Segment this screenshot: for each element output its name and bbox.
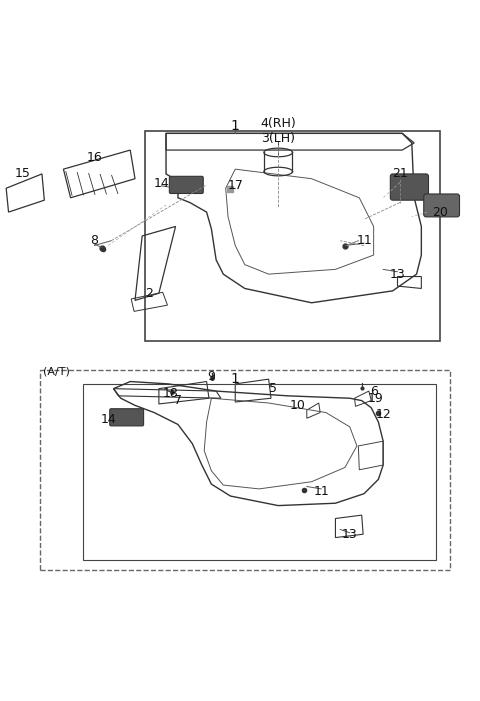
- Text: 16: 16: [86, 151, 102, 164]
- Text: 6: 6: [370, 385, 378, 397]
- Text: 11: 11: [356, 234, 372, 247]
- Text: 10: 10: [289, 399, 305, 412]
- Text: 4(RH)
3(LH): 4(RH) 3(LH): [260, 117, 296, 145]
- Bar: [83, 384, 436, 561]
- Text: 14: 14: [154, 177, 169, 190]
- Text: 15: 15: [15, 168, 31, 180]
- FancyBboxPatch shape: [110, 409, 144, 426]
- Text: 1: 1: [231, 119, 240, 133]
- Text: 5: 5: [269, 382, 277, 395]
- Text: 20: 20: [432, 205, 448, 219]
- FancyBboxPatch shape: [424, 194, 459, 217]
- Text: 7: 7: [174, 394, 182, 407]
- Text: 21: 21: [392, 168, 408, 180]
- Text: 19: 19: [368, 392, 384, 404]
- Text: 13: 13: [342, 528, 358, 540]
- Text: 14: 14: [101, 413, 117, 426]
- Text: 1: 1: [231, 372, 240, 386]
- Bar: [144, 131, 441, 341]
- FancyBboxPatch shape: [169, 177, 203, 193]
- Bar: [39, 369, 450, 570]
- Text: 18: 18: [163, 387, 179, 400]
- Text: 13: 13: [390, 268, 405, 280]
- Text: 17: 17: [228, 179, 243, 192]
- Text: 2: 2: [145, 287, 153, 300]
- FancyBboxPatch shape: [390, 174, 429, 200]
- Text: 11: 11: [313, 485, 329, 498]
- Text: 8: 8: [90, 234, 98, 247]
- Text: 9: 9: [207, 370, 216, 383]
- Text: (A/T): (A/T): [43, 367, 70, 377]
- Text: 12: 12: [375, 409, 391, 421]
